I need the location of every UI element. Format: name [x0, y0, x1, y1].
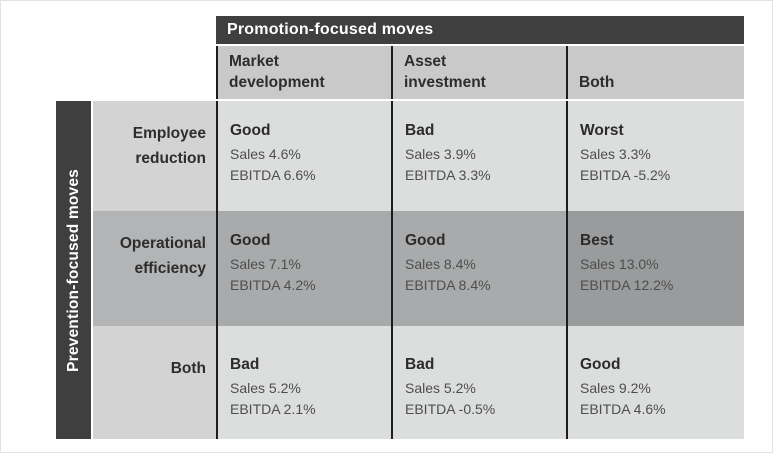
promotion-axis-title: Promotion-focused moves [227, 21, 434, 38]
cell-rating: Worst [580, 122, 624, 139]
cell-sales: Sales 3.9% [405, 146, 476, 162]
cell-rating: Good [230, 122, 271, 139]
cell-sales: Sales 4.6% [230, 146, 301, 162]
cell-ebitda: EBITDA 8.4% [405, 277, 491, 293]
cell-sales: Sales 5.2% [230, 380, 301, 396]
cell-ebitda: EBITDA 12.2% [580, 277, 674, 293]
cell-sales: Sales 5.2% [405, 380, 476, 396]
cell-both-asset-investment: Bad Sales 5.2% EBITDA -0.5% [391, 326, 566, 439]
cell-both-both: Good Sales 9.2% EBITDA 4.6% [566, 326, 744, 439]
row-label-employee-reduction: Employee reduction [93, 101, 216, 211]
cell-rating: Best [580, 232, 614, 249]
cell-rating: Bad [405, 122, 435, 139]
column-header-asset-investment: Asset investment [391, 46, 566, 99]
cell-rating: Good [230, 232, 271, 249]
cell-ebitda: EBITDA 2.1% [230, 401, 316, 417]
cell-sales: Sales 8.4% [405, 256, 476, 272]
row-label-both: Both [93, 326, 216, 439]
cell-operational-efficiency-both-best: Best Sales 13.0% EBITDA 12.2% [566, 211, 744, 326]
column-header-market-development: Market development [216, 46, 391, 99]
cell-ebitda: EBITDA -5.2% [580, 167, 671, 183]
cell-both-market-development: Bad Sales 5.2% EBITDA 2.1% [216, 326, 391, 439]
cell-ebitda: EBITDA 4.6% [580, 401, 666, 417]
cell-operational-efficiency-market-development: Good Sales 7.1% EBITDA 4.2% [216, 211, 391, 326]
cell-sales: Sales 7.1% [230, 256, 301, 272]
column-header-row: Market development Asset investment Both [216, 46, 744, 99]
cell-rating: Bad [230, 356, 260, 373]
cell-employee-reduction-both: Worst Sales 3.3% EBITDA -5.2% [566, 101, 744, 211]
cell-ebitda: EBITDA 6.6% [230, 167, 316, 183]
cell-sales: Sales 3.3% [580, 146, 651, 162]
cell-rating: Good [580, 356, 621, 373]
cell-ebitda: EBITDA 4.2% [230, 277, 316, 293]
cell-ebitda: EBITDA -0.5% [405, 401, 496, 417]
prevention-axis-title: Prevention-focused moves [64, 168, 82, 372]
promotion-axis-bar: Promotion-focused moves [216, 16, 744, 44]
matrix-grid: Employee reduction Good Sales 4.6% EBITD… [93, 101, 744, 439]
cell-employee-reduction-market-development: Good Sales 4.6% EBITDA 6.6% [216, 101, 391, 211]
cell-employee-reduction-asset-investment: Bad Sales 3.9% EBITDA 3.3% [391, 101, 566, 211]
prevention-axis-bar: Prevention-focused moves [56, 101, 91, 439]
cell-ebitda: EBITDA 3.3% [405, 167, 491, 183]
cell-sales: Sales 13.0% [580, 256, 659, 272]
cell-rating: Good [405, 232, 446, 249]
cell-operational-efficiency-asset-investment: Good Sales 8.4% EBITDA 8.4% [391, 211, 566, 326]
column-header-both: Both [566, 46, 744, 99]
cell-rating: Bad [405, 356, 435, 373]
row-label-operational-efficiency: Operational efficiency [93, 211, 216, 326]
cell-sales: Sales 9.2% [580, 380, 651, 396]
